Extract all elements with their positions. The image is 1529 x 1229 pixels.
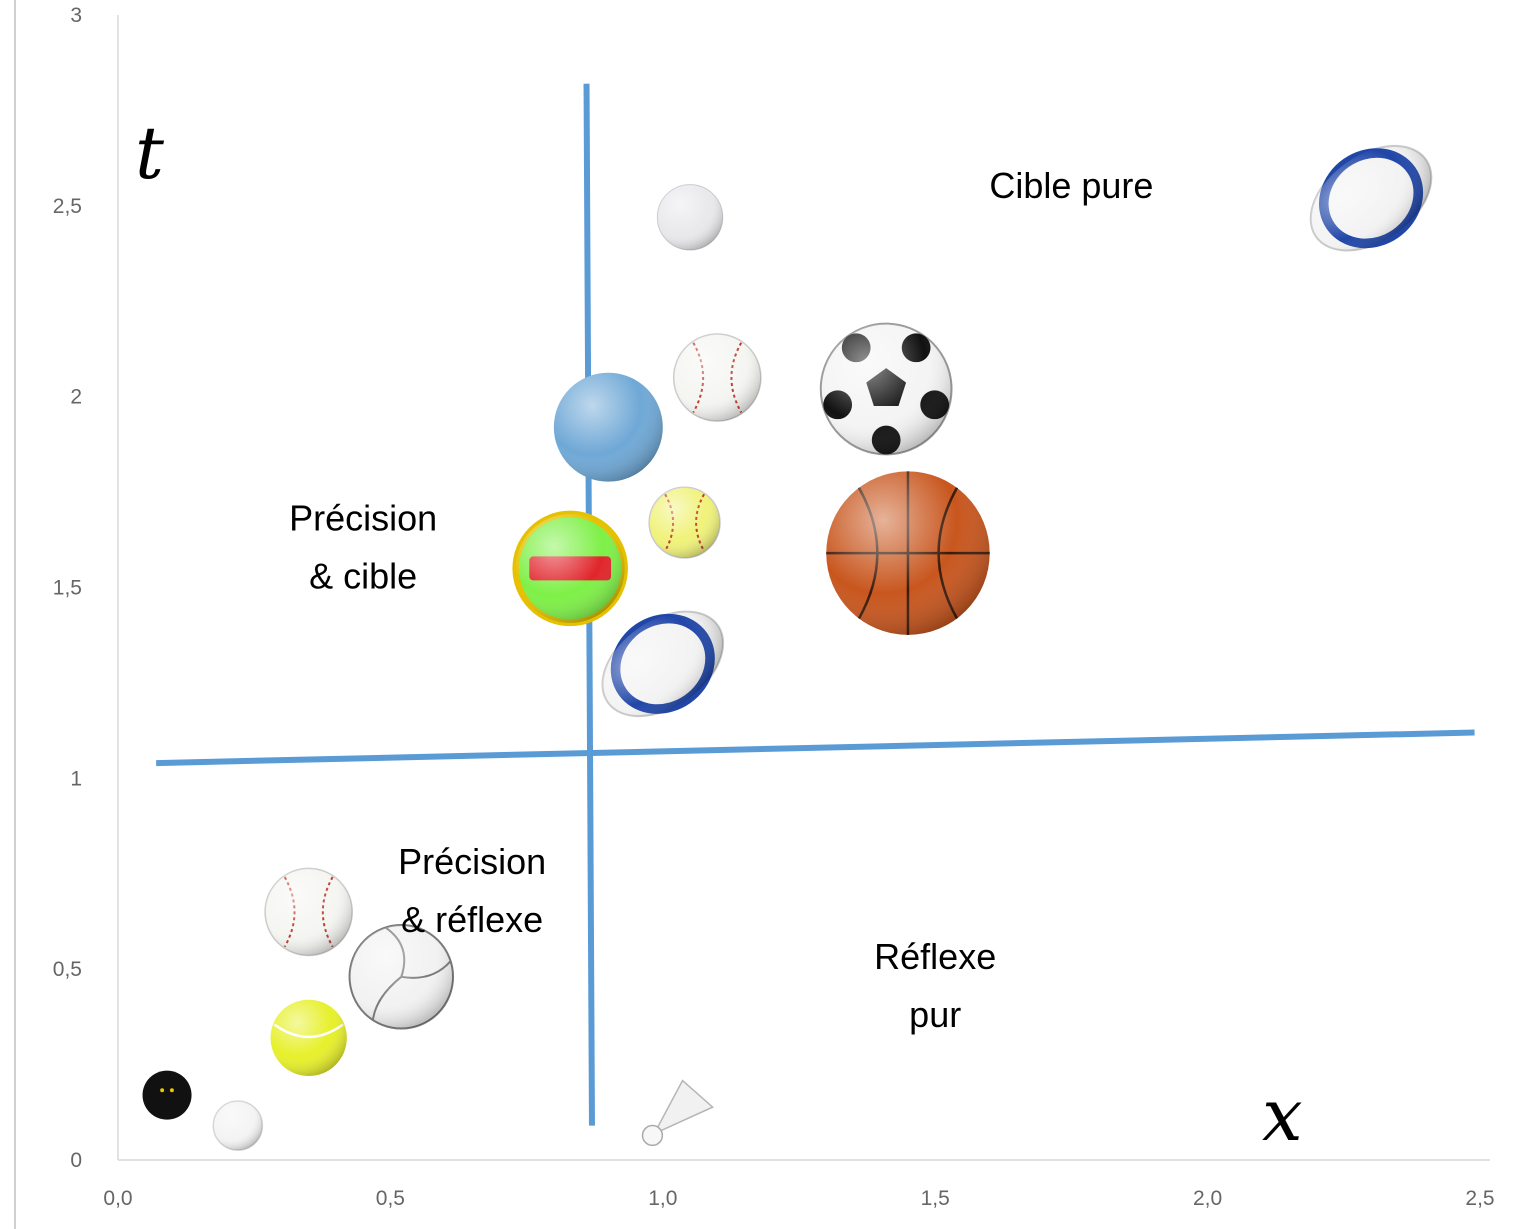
x-tick-label: 2,0 [1193,1187,1222,1210]
x-tick-label: 0,0 [103,1187,132,1210]
golf-ball-point [656,184,724,251]
squash-ball-point [142,1070,192,1120]
y-tick-label: 1 [70,767,82,790]
axes [14,0,1490,1229]
y-tick-label: 3 [70,4,82,27]
pelota-point [264,867,354,957]
basketball-point [826,471,990,635]
y-tick-label: 2 [70,386,82,409]
data-points [142,144,1433,1151]
y-tick-label: 1,5 [53,577,82,600]
volleyball-point [348,924,455,1030]
lacrosse-ball-point [553,372,663,482]
ping-pong-ball-point [212,1100,264,1151]
region-labels: Cible pure Précision & cible Précision & réf… [289,165,1153,1035]
x-axis-label: x [1262,1073,1303,1157]
shuttlecock-point [641,1079,715,1147]
tennis-ball-point [270,999,347,1077]
horizontal-divider [156,729,1475,767]
y-axis-label: t [135,111,165,195]
x-tick-label: 2,5 [1465,1187,1494,1210]
region-label-precision-reflexe: Précision & réflexe [398,841,546,940]
tick-labels: 0,0 0,5 1,0 1,5 2,0 2,5 0 0,5 1 1,5 2 2,5 3 [53,4,1495,1210]
rugby-ball-point [1309,144,1433,252]
handball-point [512,510,628,627]
rugby-ball-point [601,610,725,718]
y-tick-label: 0,5 [53,958,82,981]
x-tick-label: 1,0 [648,1187,677,1210]
region-label-cible-pure: Cible pure [989,165,1153,206]
baseball-point [672,333,762,422]
x-tick-label: 0,5 [376,1187,405,1210]
region-label-reflexe-pur: Réflexe pur [874,936,996,1035]
y-tick-label: 2,5 [53,195,82,218]
x-tick-label: 1,5 [921,1187,950,1210]
y-tick-label: 0 [70,1149,82,1172]
region-label-precision-cible: Précision & cible [289,497,437,596]
soccer-ball-point [819,322,953,456]
softball-point [648,486,721,559]
